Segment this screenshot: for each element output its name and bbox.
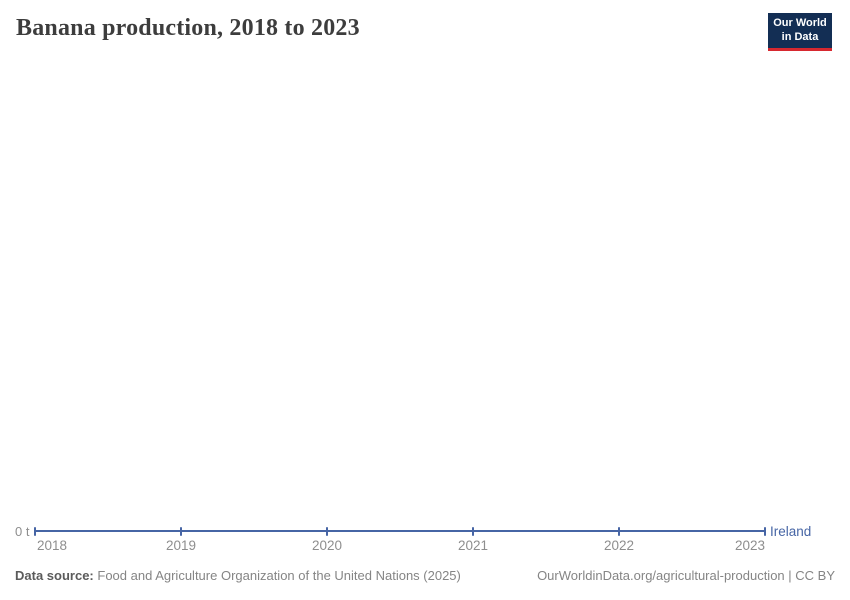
owid-logo-line2: in Data: [781, 30, 819, 43]
x-tick-label: 2020: [311, 538, 343, 553]
chart-footer: Data source: Food and Agriculture Organi…: [15, 568, 835, 583]
footer-citation-link[interactable]: OurWorldinData.org/agricultural-producti…: [537, 568, 835, 583]
entity-label[interactable]: Ireland: [770, 524, 812, 539]
x-tick-label: 2022: [603, 538, 635, 553]
data-point-marker: [764, 527, 766, 536]
data-source-note: Data source: Food and Agriculture Organi…: [15, 568, 461, 583]
owid-logo[interactable]: Our World in Data: [768, 13, 832, 51]
chart-title: Banana production, 2018 to 2023: [16, 15, 360, 41]
data-source-label: Data source:: [15, 568, 94, 583]
x-tick-label: 2021: [457, 538, 489, 553]
data-point-marker: [472, 527, 474, 536]
data-point-marker: [34, 527, 36, 536]
data-point-marker: [326, 527, 328, 536]
y-axis-zero-label: 0 t: [15, 524, 30, 539]
owid-logo-line1: Our World: [773, 16, 827, 29]
x-tick-label: 2018: [37, 538, 68, 553]
x-tick-label: 2019: [165, 538, 197, 553]
series-line-ireland: [35, 530, 765, 532]
data-point-marker: [180, 527, 182, 536]
x-tick-label: 2023: [734, 538, 765, 553]
data-point-marker: [618, 527, 620, 536]
data-source-text: Food and Agriculture Organization of the…: [97, 568, 461, 583]
chart-plot-area: 0 t 2018 2019 2020 2021 2022 2023 Ireland: [15, 524, 812, 553]
